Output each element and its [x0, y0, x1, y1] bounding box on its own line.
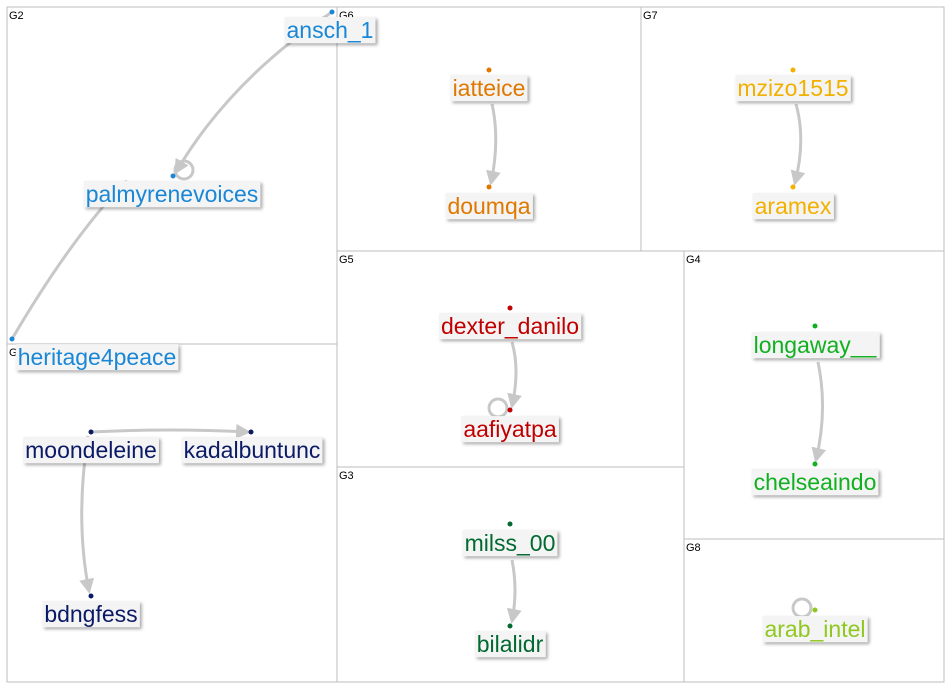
node-label-box: [284, 17, 376, 44]
edge: [506, 559, 522, 624]
node-label-box: [461, 416, 559, 443]
node: kadalbuntunc: [181, 429, 323, 464]
self-loop: [173, 159, 195, 181]
node-label: chelseaindo: [754, 469, 877, 495]
node: moondeleine: [23, 429, 159, 464]
node-dot: [507, 407, 513, 413]
node-dot: [88, 593, 94, 599]
node: iatteice: [450, 67, 528, 102]
node-label: palmyrenevoices: [86, 181, 259, 207]
node-label: aramex: [755, 193, 832, 219]
node-label-box: [762, 616, 868, 643]
node-label: longaway__: [754, 332, 878, 358]
node-dot: [88, 429, 94, 435]
node-dot: [790, 67, 796, 73]
node: heritage4peace: [9, 336, 179, 371]
group-label: G5: [339, 254, 354, 266]
node: bilalidr: [474, 623, 546, 658]
edge: [90, 423, 251, 439]
group-label: G3: [339, 470, 354, 482]
self-loop: [791, 597, 813, 619]
node-label-box: [474, 631, 546, 658]
edge: [507, 341, 522, 409]
node-dot: [486, 67, 492, 73]
node: chelseaindo: [751, 461, 879, 496]
edge: [811, 361, 827, 463]
node-label: arab_intel: [764, 616, 865, 642]
node-dot: [812, 323, 818, 329]
node-dot: [248, 429, 254, 435]
node-label-box: [462, 530, 558, 557]
node-dot: [507, 521, 513, 527]
group-box: [683, 250, 945, 540]
group-box: [6, 343, 338, 683]
node-label: heritage4peace: [18, 344, 177, 370]
node-label-box: [438, 313, 582, 340]
node-label: dexter_danilo: [441, 313, 579, 339]
node-label: mzizo1515: [737, 75, 848, 101]
node: longaway__: [751, 323, 880, 359]
node-dot: [329, 9, 335, 15]
group-label: G7: [643, 10, 658, 22]
node-label: iatteice: [453, 75, 526, 101]
node-label-box: [23, 437, 159, 464]
node-label: doumqa: [447, 193, 530, 219]
node-label: bdngfess: [44, 601, 137, 627]
node-dot: [9, 336, 15, 342]
node-label-box: [751, 332, 880, 359]
node: bdngfess: [42, 593, 140, 628]
node-label-box: [181, 437, 323, 464]
group-label: G4: [686, 254, 701, 266]
node-label: bilalidr: [477, 631, 544, 657]
group-box: [683, 538, 945, 683]
group-label: G2: [9, 10, 24, 22]
node-dot: [507, 305, 513, 311]
node-dot: [170, 173, 176, 179]
node: palmyrenevoices: [83, 173, 261, 208]
node-label: moondeleine: [25, 437, 157, 463]
node-label-box: [445, 193, 533, 220]
self-loop: [487, 397, 509, 419]
node-label: milss_00: [465, 530, 556, 556]
group-label: G8: [686, 542, 701, 554]
node-dot: [507, 623, 513, 629]
node-label-box: [15, 344, 179, 371]
node-label-box: [751, 469, 879, 496]
node-label-box: [83, 181, 261, 208]
node-label-box: [450, 75, 528, 102]
node: aafiyatpa: [461, 407, 559, 443]
node-label-box: [735, 75, 851, 102]
node-label: aafiyatpa: [463, 416, 557, 442]
node: milss_00: [462, 521, 558, 557]
node-label: kadalbuntunc: [184, 437, 321, 463]
node-label-box: [752, 193, 834, 220]
node-label-box: [42, 601, 140, 628]
node-dot: [812, 607, 818, 613]
edge: [790, 103, 806, 186]
node: aramex: [752, 184, 834, 220]
edge: [486, 103, 501, 186]
node: mzizo1515: [735, 67, 851, 102]
node: ansch_1: [284, 9, 376, 44]
node-dot: [790, 184, 796, 190]
node-label: ansch_1: [287, 17, 374, 43]
node: doumqa: [445, 184, 533, 220]
node-dot: [812, 461, 818, 467]
node: dexter_danilo: [438, 305, 582, 340]
node-dot: [486, 184, 492, 190]
node: arab_intel: [762, 607, 868, 643]
